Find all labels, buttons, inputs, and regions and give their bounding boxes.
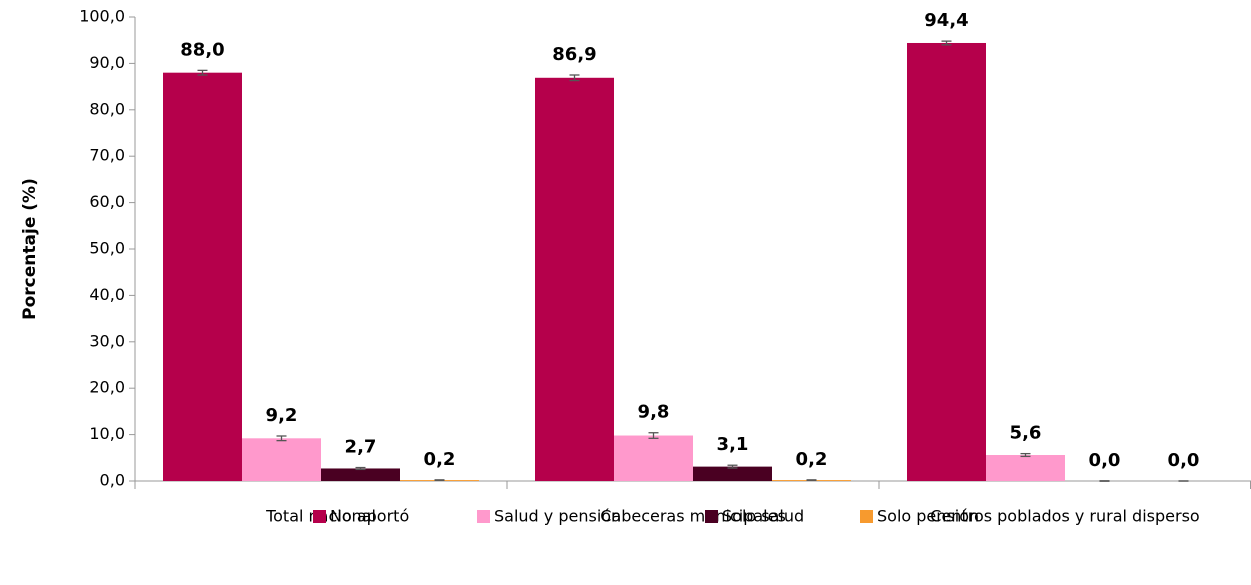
error-bar bbox=[1020, 452, 1031, 458]
error-bar bbox=[355, 466, 366, 471]
legend-swatch bbox=[313, 510, 326, 523]
bar bbox=[163, 72, 242, 482]
error-bar bbox=[276, 435, 287, 442]
bar bbox=[907, 42, 986, 481]
y-tick-label: 10,0 bbox=[89, 424, 125, 443]
legend-label: Salud y pensión bbox=[494, 507, 621, 526]
error-bar bbox=[569, 74, 580, 82]
bar bbox=[535, 77, 614, 481]
legend-swatch bbox=[860, 510, 873, 523]
y-tick-label: 40,0 bbox=[89, 285, 125, 304]
legend-label: Solo salud bbox=[722, 507, 804, 526]
value-label: 3,1 bbox=[717, 434, 749, 455]
y-tick-label: 70,0 bbox=[89, 146, 125, 165]
legend-label: No aportó bbox=[330, 507, 409, 526]
y-tick-label: 50,0 bbox=[89, 239, 125, 258]
y-tick-label: 20,0 bbox=[89, 378, 125, 397]
legend-swatch bbox=[477, 510, 490, 523]
y-tick-label: 80,0 bbox=[89, 99, 125, 118]
value-label: 0,2 bbox=[424, 449, 456, 470]
value-label: 5,6 bbox=[1010, 423, 1042, 444]
value-label: 9,8 bbox=[638, 402, 670, 423]
value-label: 9,2 bbox=[266, 405, 298, 426]
value-label: 94,4 bbox=[924, 10, 968, 31]
x-tick-label: Cabeceras municipales bbox=[600, 507, 786, 526]
bar bbox=[321, 468, 400, 481]
value-label: 88,0 bbox=[180, 39, 224, 60]
value-label: 86,9 bbox=[552, 44, 596, 65]
error-bar bbox=[727, 464, 738, 469]
bar bbox=[614, 435, 693, 481]
y-tick-label: 100,0 bbox=[79, 7, 125, 26]
y-tick-label: 90,0 bbox=[89, 53, 125, 72]
y-tick-label: 60,0 bbox=[89, 192, 125, 211]
error-bar bbox=[941, 40, 952, 46]
bar bbox=[693, 466, 772, 481]
y-tick-label: 30,0 bbox=[89, 331, 125, 350]
x-tick-label: Centros poblados y rural disperso bbox=[930, 507, 1199, 526]
y-axis-label: Porcentaje (%) bbox=[20, 178, 40, 320]
value-label: 0,0 bbox=[1089, 450, 1121, 471]
value-label: 2,7 bbox=[345, 437, 377, 458]
legend-label: Solo pensión bbox=[877, 507, 979, 526]
bar bbox=[242, 438, 321, 481]
error-bar bbox=[648, 432, 659, 439]
value-label: 0,2 bbox=[796, 449, 828, 470]
bar bbox=[986, 455, 1065, 481]
y-tick-label: 0,0 bbox=[100, 471, 125, 490]
error-bar bbox=[197, 69, 208, 76]
legend-swatch bbox=[705, 510, 718, 523]
value-label: 0,0 bbox=[1168, 450, 1200, 471]
